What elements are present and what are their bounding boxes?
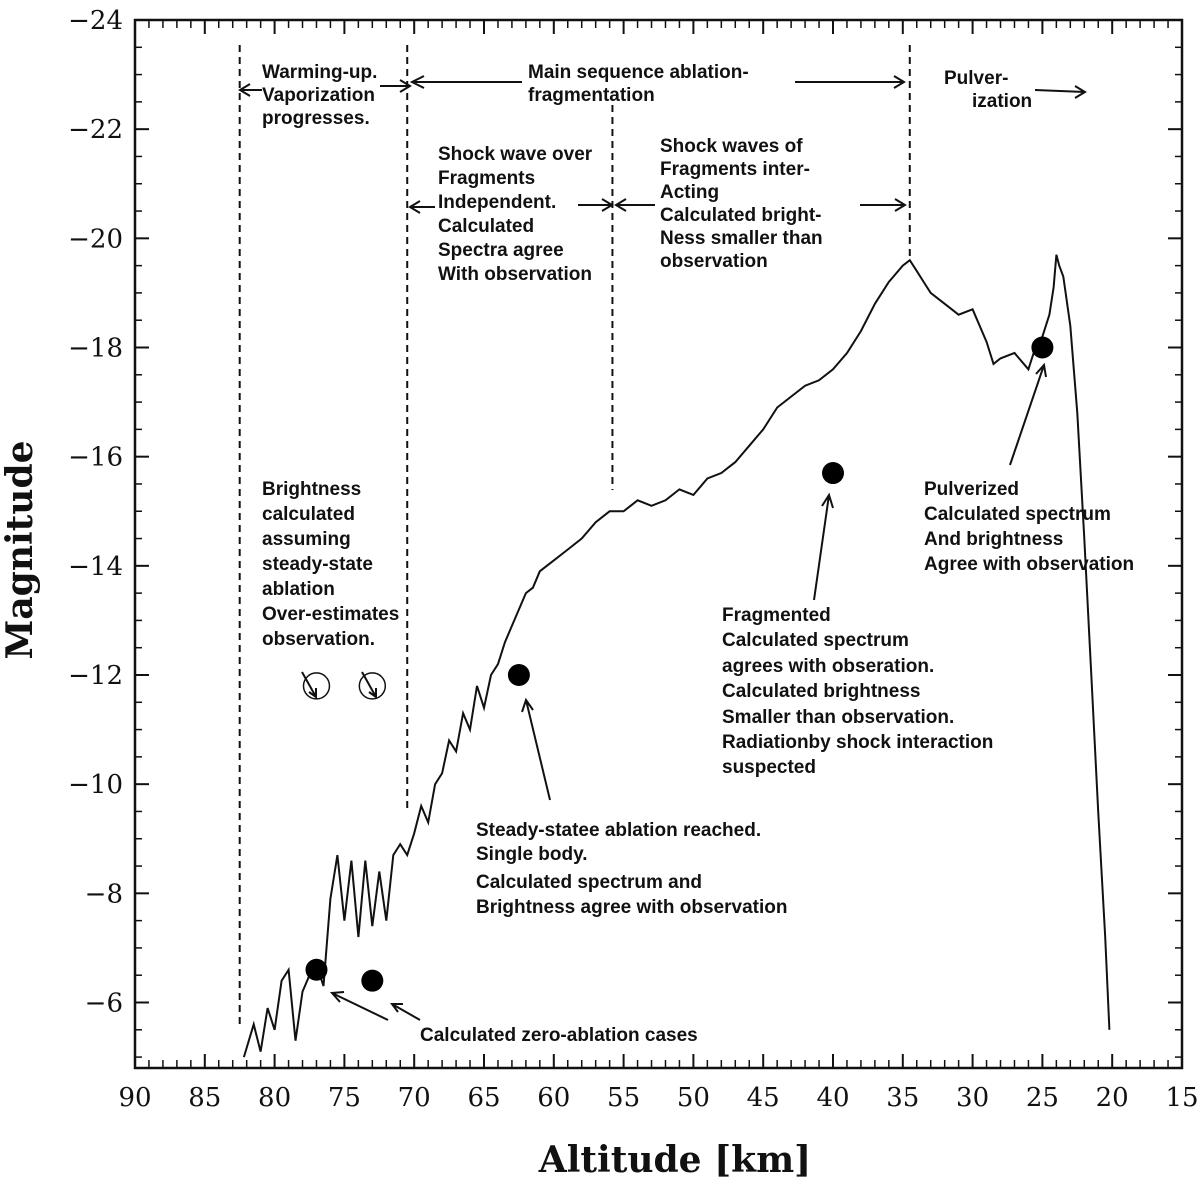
y-axis-title: Magnitude xyxy=(0,440,41,659)
y-tick-label: −10 xyxy=(68,770,123,800)
annotation-steady-state: Steady-statee ablation reached. Single b… xyxy=(476,820,787,918)
arrow-zero-1 xyxy=(329,991,389,1021)
plot-frame xyxy=(133,18,1184,1070)
y-tick-label: −8 xyxy=(85,879,123,909)
filled-point xyxy=(507,664,530,686)
x-tick-label: 90 xyxy=(118,1083,151,1113)
x-tick-label: 20 xyxy=(1096,1083,1129,1113)
arrow-steady xyxy=(521,697,551,801)
y-tick-label: −14 xyxy=(68,552,123,582)
arrow-main-left xyxy=(409,75,522,89)
arrow-fragmented xyxy=(813,492,834,601)
light-curve-line xyxy=(242,254,1111,1058)
annotation-zero-ablation: Calculated zero-ablation cases xyxy=(420,1025,698,1046)
x-tick-label: 75 xyxy=(328,1083,361,1113)
x-tick-label: 25 xyxy=(1026,1083,1059,1113)
calculated-points xyxy=(302,336,1054,992)
annotation-shock-interacting: Shock waves of Fragments inter- Acting C… xyxy=(660,136,828,272)
x-tick-label: 40 xyxy=(816,1083,849,1113)
x-tick-label: 15 xyxy=(1165,1083,1198,1113)
x-tick-label: 60 xyxy=(537,1083,570,1113)
y-tick-label: −22 xyxy=(68,115,123,145)
arrow-shock-right xyxy=(578,198,614,212)
y-tick-label: −18 xyxy=(68,334,123,364)
annotation-fragmented: Fragmented Calculated spectrum agrees wi… xyxy=(722,605,999,778)
filled-point xyxy=(305,958,328,981)
arrow-main-right xyxy=(795,75,906,89)
arrow-pulverized xyxy=(1009,362,1047,466)
annotation-pulverization: Pulver- ization xyxy=(944,68,1032,112)
y-tick-label: −16 xyxy=(68,443,123,473)
x-tick-label: 50 xyxy=(677,1083,710,1113)
y-tick-label: −24 xyxy=(68,6,123,36)
arrow-warming-left xyxy=(238,83,262,97)
x-tick-label: 45 xyxy=(747,1083,780,1113)
annotation-arrows xyxy=(238,75,1087,1021)
annotation-brightness-calculated: Brightness calculated assuming steady-st… xyxy=(262,479,405,650)
arrow-zero-2 xyxy=(390,1003,421,1021)
x-tick-label: 30 xyxy=(956,1083,989,1113)
x-tick-label: 35 xyxy=(886,1083,919,1113)
arrow-warming-right xyxy=(380,79,412,93)
x-tick-label: 65 xyxy=(467,1083,500,1113)
arrow-open-1 xyxy=(301,671,317,699)
arrow-pulver xyxy=(1034,85,1087,99)
x-tick-label: 80 xyxy=(258,1083,291,1113)
y-tick-label: −12 xyxy=(68,661,123,691)
annotation-warming: Warming-up. Vaporization progresses. xyxy=(262,62,383,129)
filled-point xyxy=(822,462,844,485)
filled-point xyxy=(361,969,384,992)
x-tick-labels: 90 85 80 75 70 65 60 55 50 45 40 35 30 25 20 15 xyxy=(118,1083,1198,1113)
arrow-inter-left xyxy=(614,198,655,212)
arrow-shock-left xyxy=(408,200,435,214)
annotation-shock-independent: Shock wave over Fragments Independent. C… xyxy=(438,144,597,285)
arrow-open-2 xyxy=(361,671,377,699)
phase-boundary-lines xyxy=(238,45,911,1025)
annotation-pulverized: Pulverized Calculated spectrum And brigh… xyxy=(924,479,1134,575)
x-axis-title: Altitude [km] xyxy=(538,1139,811,1181)
arrow-inter-right xyxy=(860,198,907,212)
y-tick-label: −6 xyxy=(85,989,123,1019)
filled-point xyxy=(1031,336,1054,359)
x-tick-label: 55 xyxy=(607,1083,640,1113)
x-tick-label: 70 xyxy=(398,1083,431,1113)
annotation-main-sequence: Main sequence ablation- fragmentation xyxy=(528,62,754,106)
axis-ticks xyxy=(134,19,1183,1068)
x-tick-label: 85 xyxy=(188,1083,221,1113)
annotations: Warming-up. Vaporization progresses. Mai… xyxy=(262,62,1134,1046)
y-tick-label: −20 xyxy=(68,224,123,254)
y-tick-labels: −6 −8 −10 −12 −14 −16 −18 −20 −22 −24 xyxy=(68,6,123,1019)
